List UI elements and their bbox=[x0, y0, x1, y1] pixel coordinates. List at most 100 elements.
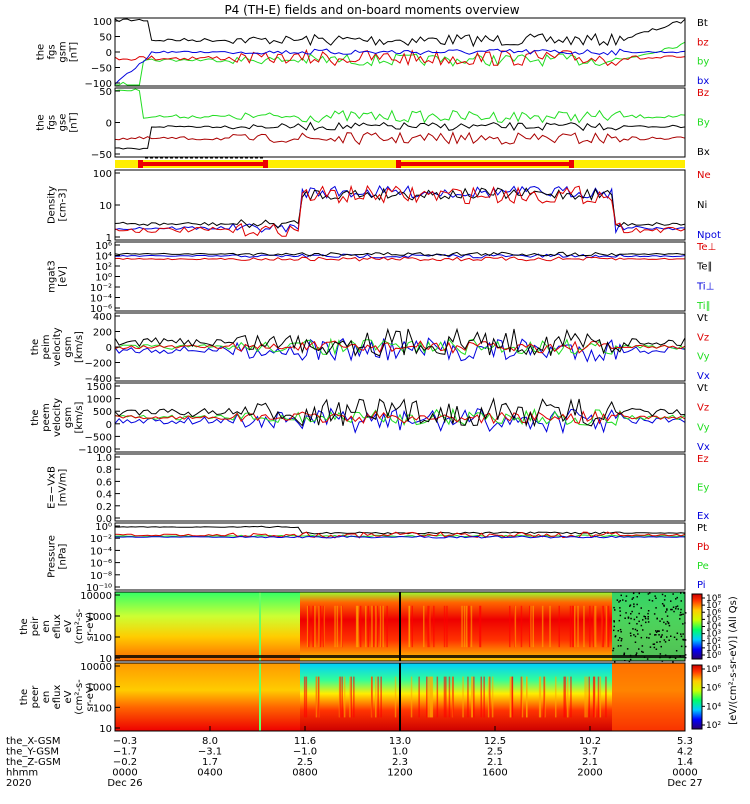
heatmap-noise-pixel bbox=[675, 650, 678, 652]
legend-Bx: Bx bbox=[697, 147, 710, 158]
heatmap-noise-pixel bbox=[651, 600, 654, 602]
heatmap-noise-pixel bbox=[655, 597, 657, 599]
x-axis-row-label: the_X-GSM bbox=[6, 736, 60, 747]
panel-fgs_gsm: 100 50 0 −50 −100 the fgs gsm [nT] Bt bz by bx bbox=[36, 17, 710, 90]
legend-Bz: Bz bbox=[697, 88, 709, 99]
x-axis-value: 2000 bbox=[577, 768, 602, 779]
heatmap-streak bbox=[541, 605, 544, 648]
orbit-status-bar bbox=[115, 157, 685, 168]
legend-Bt: Bt bbox=[697, 18, 708, 29]
heatmap-streak bbox=[473, 676, 475, 718]
legend-bz: bz bbox=[697, 37, 709, 48]
heatmap-streak bbox=[394, 676, 397, 718]
y-axis-label: eflux bbox=[52, 685, 63, 710]
heatmap-streak bbox=[491, 676, 494, 718]
y-tick-label: 10⁻⁸ bbox=[90, 571, 112, 582]
heatmap-noise-pixel bbox=[613, 625, 615, 628]
heatmap-streak bbox=[314, 605, 316, 648]
heatmap-noise-pixel bbox=[647, 616, 649, 618]
heatmap-noise-pixel bbox=[664, 595, 666, 597]
heatmap-streak bbox=[443, 605, 446, 648]
series-Vz bbox=[114, 340, 686, 354]
legend-By: By bbox=[697, 118, 710, 129]
heatmap-noise-pixel bbox=[640, 607, 642, 609]
heatmap-noise-pixel bbox=[680, 592, 682, 594]
x-axis-value: 0000 bbox=[112, 768, 137, 779]
series-Ni bbox=[114, 187, 686, 229]
y-axis-label: [km/s] bbox=[74, 401, 85, 433]
series-Bt bbox=[114, 18, 686, 48]
heatmap-streak bbox=[350, 676, 352, 718]
heatmap-noise-pixel bbox=[638, 620, 640, 623]
heatmap-noise-pixel bbox=[663, 605, 665, 607]
heatmap-noise-pixel bbox=[666, 630, 668, 632]
x-axis-value: 1600 bbox=[482, 768, 507, 779]
y-axis-label: fgs bbox=[47, 115, 58, 130]
heatmap-noise-pixel bbox=[668, 639, 670, 641]
y-axis-label: gsm bbox=[63, 407, 74, 428]
heatmap-noise-pixel bbox=[646, 636, 648, 639]
x-axis-value: 8.0 bbox=[202, 736, 218, 747]
heatmap-streak bbox=[341, 676, 343, 718]
series-By bbox=[114, 88, 686, 124]
y-tick-label: 10⁶ bbox=[95, 241, 112, 252]
colorbar-label: [eV/(cm²-s-sr-eV)] (All Qs) bbox=[728, 596, 739, 725]
heatmap-noise-pixel bbox=[626, 648, 629, 650]
panel-frame bbox=[114, 169, 686, 241]
heatmap-streak bbox=[571, 605, 574, 648]
legend-bx: bx bbox=[697, 76, 709, 87]
heatmap-streak bbox=[312, 605, 314, 648]
y-tick-label: 1500 bbox=[87, 382, 112, 393]
heatmap-streak bbox=[572, 605, 575, 648]
heatmap-streak bbox=[375, 605, 377, 648]
heatmap-streak bbox=[530, 605, 532, 648]
heatmap-noise-pixel bbox=[673, 636, 676, 638]
y-axis-label: mgat3 bbox=[47, 260, 58, 293]
y-axis-label: Density bbox=[47, 186, 58, 224]
heatmap-noise-pixel bbox=[647, 618, 649, 620]
series-Ne bbox=[114, 184, 686, 237]
heatmap-streak bbox=[379, 605, 382, 648]
heatmap-noise-pixel bbox=[612, 647, 615, 650]
y-axis-label: [cm-3] bbox=[58, 188, 69, 221]
heatmap-noise-pixel bbox=[663, 599, 666, 601]
series-pressure bbox=[114, 525, 686, 539]
heatmap-noise-pixel bbox=[620, 639, 623, 642]
y-axis-label: the bbox=[36, 44, 47, 60]
series-bx bbox=[114, 48, 686, 85]
heatmap-noise-pixel bbox=[672, 606, 675, 608]
heatmap-noise-pixel bbox=[666, 636, 668, 638]
colorbar-tick-label: 10⁰ bbox=[706, 651, 721, 661]
heatmap-streak bbox=[538, 676, 541, 718]
heatmap-noise-pixel bbox=[647, 610, 650, 612]
series-Vt bbox=[114, 397, 686, 428]
colorbar-tick-label: 10⁴ bbox=[706, 702, 721, 712]
colorbar-tick-label: 10⁶ bbox=[706, 684, 721, 694]
heatmap-noise-pixel bbox=[682, 633, 684, 635]
y-axis-label: velocity bbox=[52, 327, 63, 366]
heatmap-noise-pixel bbox=[642, 629, 644, 631]
heatmap-streak bbox=[599, 676, 602, 718]
heatmap-noise-pixel bbox=[635, 654, 637, 656]
series-Vz bbox=[114, 410, 686, 425]
y-tick-label: 0.6 bbox=[96, 477, 112, 488]
heatmap-streak bbox=[443, 676, 446, 718]
heatmap-noise-pixel bbox=[655, 607, 657, 609]
legend-Ex: Ex bbox=[697, 511, 709, 522]
heatmap-noise-pixel bbox=[616, 599, 619, 601]
y-tick-label: 0 bbox=[106, 119, 112, 130]
heatmap-noise-pixel bbox=[673, 610, 675, 613]
y-tick-label: −200 bbox=[85, 359, 112, 370]
heatmap-streak bbox=[380, 605, 383, 648]
y-axis-label: sr-eV) bbox=[85, 682, 96, 711]
heatmap-core-region bbox=[300, 592, 612, 661]
heatmap-noise-pixel bbox=[659, 641, 661, 643]
heatmap-noise-pixel bbox=[642, 619, 644, 621]
heatmap-noise-pixel bbox=[674, 657, 677, 659]
y-tick-label: −500 bbox=[85, 432, 112, 443]
panel-density: 100 10 1 Density [cm-3] Ne Ni Npot bbox=[47, 169, 721, 244]
heatmap-noise-pixel bbox=[629, 658, 632, 661]
heatmap-noise-pixel bbox=[623, 653, 625, 656]
